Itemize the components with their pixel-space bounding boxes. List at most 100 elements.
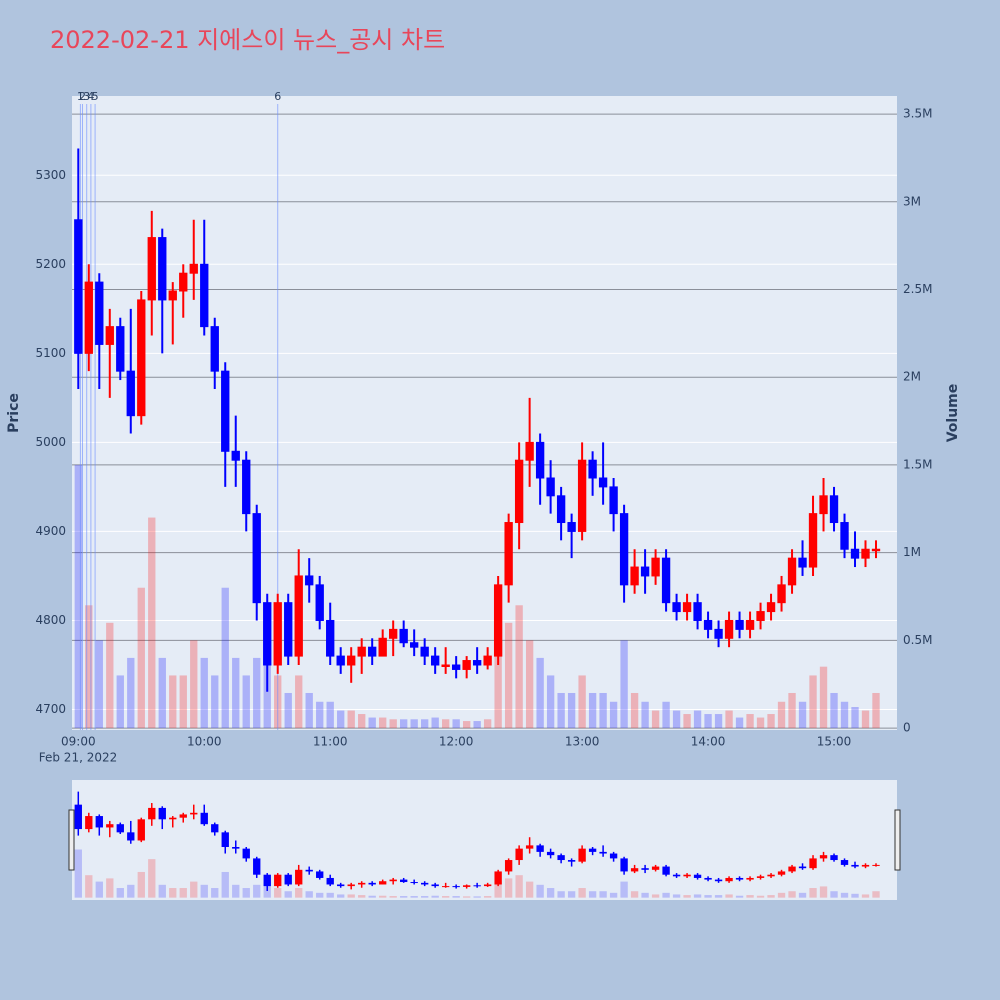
slider-volume (483, 896, 492, 898)
volume-bar (253, 657, 261, 729)
volume-bar (536, 657, 544, 729)
volume-bar (840, 701, 849, 729)
volume-bar (347, 710, 355, 729)
range-slider[interactable] (72, 780, 897, 900)
candle-body (661, 557, 671, 604)
volume-bar (735, 717, 744, 729)
volume-bar (788, 692, 796, 729)
slider-volume (767, 895, 775, 898)
candle-body (441, 664, 450, 667)
candle-body (168, 290, 177, 301)
candle-body (126, 370, 135, 417)
volume-bar (420, 719, 429, 729)
slider-body (756, 876, 765, 878)
slider-body (274, 874, 282, 887)
candle-body (420, 646, 429, 657)
slider-body (798, 866, 807, 869)
volume-bar (337, 710, 345, 729)
candle-body (336, 655, 345, 666)
volume-bar (400, 719, 408, 729)
candle-body (598, 477, 608, 488)
slider-volume (840, 892, 849, 898)
slider-volume (473, 896, 481, 898)
candle-body (105, 326, 114, 345)
slider-body (473, 885, 481, 887)
candle-body (368, 646, 377, 657)
slider-body (221, 832, 229, 848)
slider-volume (274, 888, 282, 898)
volume-bar (316, 701, 324, 729)
slider-volume (462, 896, 471, 898)
volume-bar (578, 675, 586, 729)
volume-bar (641, 701, 649, 729)
candle-body (798, 557, 807, 568)
volume-bar (798, 701, 807, 729)
slider-body (630, 868, 639, 872)
slider-body (400, 879, 408, 883)
slider-body (735, 877, 744, 880)
volume-bar (672, 710, 681, 729)
annotation-label: 3 (83, 90, 90, 103)
slider-volume (221, 871, 229, 898)
volume-bar (609, 701, 618, 729)
volume-bar (809, 675, 817, 729)
slider-body (85, 816, 93, 830)
volume-bar (211, 675, 219, 729)
y-tick-label: 4800 (35, 613, 66, 627)
volume-bar (305, 692, 313, 729)
volume-bar (389, 719, 397, 729)
slider-body (368, 882, 376, 885)
candle-body (714, 628, 723, 639)
slider-body (74, 804, 82, 830)
volume-bar (861, 710, 870, 729)
volume-bar (462, 721, 471, 729)
candle-body (95, 281, 104, 345)
slider-body (851, 864, 859, 867)
slider-volume (137, 871, 145, 898)
volume-bar (441, 719, 450, 729)
slider-volume (746, 895, 754, 898)
slider-body (546, 851, 555, 856)
slider-body (326, 877, 334, 885)
candle-body (819, 495, 828, 515)
volume-bar (777, 701, 786, 729)
slider-body (347, 884, 355, 887)
slider-volume (714, 895, 723, 898)
volume-bar (651, 710, 660, 729)
volume-bar (620, 640, 628, 729)
volume-bar (662, 701, 670, 729)
candle-body (242, 459, 251, 515)
slider-handle[interactable] (68, 809, 75, 871)
x-tick-label: 13:00 (565, 735, 600, 749)
volume-bar (504, 622, 513, 729)
candle-body (231, 450, 240, 461)
slider-volume (588, 891, 597, 898)
candle-body (179, 272, 188, 292)
volume-bar (148, 517, 156, 729)
slider-body (536, 845, 544, 852)
volume-bar (630, 692, 639, 729)
candle-body (273, 602, 282, 666)
slider-volume (704, 895, 712, 898)
slider-body (106, 824, 114, 828)
slider-handle[interactable] (894, 809, 901, 871)
slider-body (462, 885, 471, 887)
volume-bar (379, 717, 387, 729)
slider-volume (567, 891, 576, 898)
candle-body (724, 619, 734, 639)
candle-body (735, 619, 744, 630)
candle-body (189, 263, 198, 274)
y-axis-title: Price (6, 393, 22, 433)
slider-volume (536, 884, 544, 898)
slider-volume (683, 895, 691, 898)
slider-body (253, 858, 261, 875)
volume-bar (95, 640, 103, 729)
slider-body (609, 853, 618, 859)
y2-tick-label: 2.5M (903, 282, 932, 296)
annotation-label: 4 (87, 90, 94, 103)
candle-body (493, 584, 503, 657)
slider-body (116, 824, 124, 833)
slider-volume (431, 895, 439, 898)
x-tick-label: 11:00 (313, 735, 348, 749)
candle-body (263, 602, 272, 666)
